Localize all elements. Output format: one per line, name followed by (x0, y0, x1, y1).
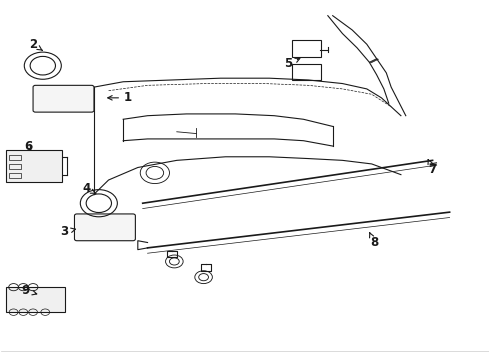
Text: 3: 3 (61, 225, 75, 238)
Bar (6, 150, 62, 182)
Bar (9, 173, 21, 178)
Text: 8: 8 (369, 233, 378, 249)
FancyBboxPatch shape (74, 214, 135, 241)
Bar (9, 155, 21, 160)
Text: 9: 9 (22, 284, 37, 297)
Bar (6, 287, 65, 312)
Bar (9, 164, 21, 169)
FancyBboxPatch shape (33, 85, 94, 112)
Text: 7: 7 (428, 159, 437, 176)
Text: 5: 5 (284, 57, 300, 71)
Text: 6: 6 (24, 140, 32, 153)
Text: 4: 4 (82, 183, 96, 195)
Text: 2: 2 (29, 38, 42, 51)
Text: 1: 1 (108, 91, 132, 104)
